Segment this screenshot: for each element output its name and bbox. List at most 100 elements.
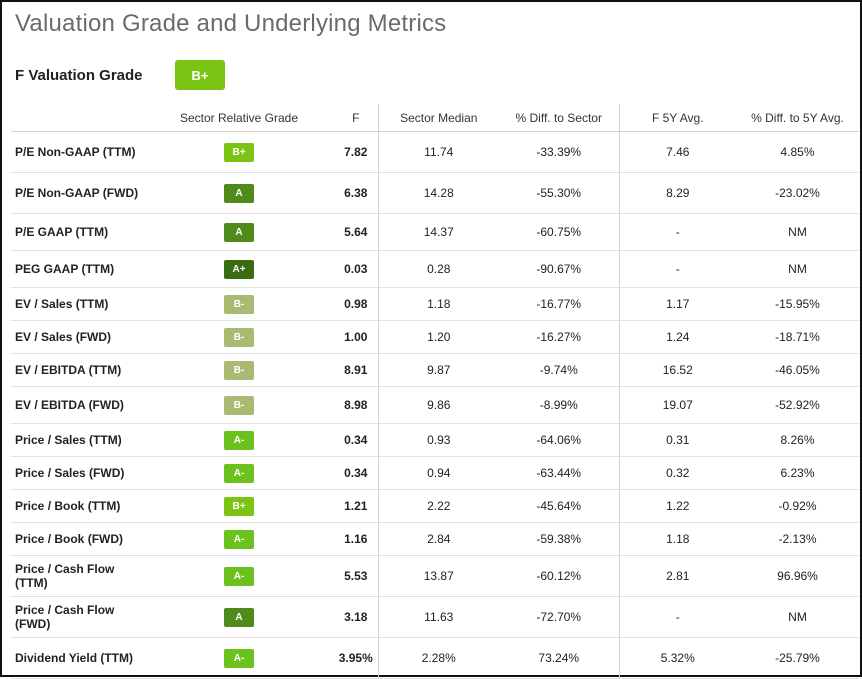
sector-grade-cell: A xyxy=(144,172,334,214)
diff-sector-value: -33.39% xyxy=(499,131,619,173)
f-5y-value: 1.24 xyxy=(618,320,736,354)
sector-median-value: 0.94 xyxy=(377,456,499,490)
metric-name[interactable]: Dividend Yield (TTM) xyxy=(11,637,144,679)
diff-5y-value: -46.05% xyxy=(736,353,859,387)
grade-badge: B- xyxy=(224,360,254,380)
valuation-grade-row: F Valuation Grade B+ xyxy=(15,60,225,90)
grade-badge: A+ xyxy=(224,259,254,279)
sector-grade-cell: B- xyxy=(144,320,334,354)
f-value: 3.18 xyxy=(334,596,378,638)
sector-grade-cell: A xyxy=(144,213,334,251)
diff-sector-value: -8.99% xyxy=(499,386,619,424)
f-5y-value: 1.18 xyxy=(618,522,736,556)
valuation-grade-badge: B+ xyxy=(175,60,225,90)
f-5y-value: - xyxy=(618,213,736,251)
f-value: 5.64 xyxy=(334,213,378,251)
sector-median-value: 0.28 xyxy=(377,250,499,288)
diff-5y-value: -52.92% xyxy=(736,386,859,424)
f-5y-value: 8.29 xyxy=(618,172,736,214)
metric-name[interactable]: PEG GAAP (TTM) xyxy=(11,250,144,288)
f-5y-value: 2.81 xyxy=(618,555,736,597)
sector-median-value: 1.18 xyxy=(377,287,499,321)
diff-sector-value: 73.24% xyxy=(499,637,619,679)
table-row: P/E GAAP (TTM) A 5.64 14.37 -60.75% - NM xyxy=(11,213,859,251)
metric-name[interactable]: Price / Book (FWD) xyxy=(11,522,144,556)
sector-grade-cell: B- xyxy=(144,386,334,424)
f-5y-value: 0.32 xyxy=(618,456,736,490)
f-value: 0.03 xyxy=(334,250,378,288)
sector-grade-cell: A- xyxy=(144,423,334,457)
col-header-f[interactable]: F xyxy=(334,104,378,132)
sector-grade-cell: A xyxy=(144,596,334,638)
grade-badge: A xyxy=(224,607,254,627)
diff-5y-value: 6.23% xyxy=(736,456,859,490)
grade-badge: B- xyxy=(224,395,254,415)
f-5y-value: 0.31 xyxy=(618,423,736,457)
grade-badge: A xyxy=(224,222,254,242)
f-value: 7.82 xyxy=(334,131,378,173)
metric-name[interactable]: EV / EBITDA (TTM) xyxy=(11,353,144,387)
metric-name[interactable]: P/E Non-GAAP (TTM) xyxy=(11,131,144,173)
col-header-sector-median[interactable]: Sector Median xyxy=(377,104,499,132)
col-header-diff-5y[interactable]: % Diff. to 5Y Avg. xyxy=(736,104,859,132)
sector-grade-cell: A- xyxy=(144,637,334,679)
metric-name[interactable]: Price / Cash Flow (TTM) xyxy=(11,555,144,597)
f-value: 1.21 xyxy=(334,489,378,523)
diff-sector-value: -16.27% xyxy=(499,320,619,354)
f-5y-value: 16.52 xyxy=(618,353,736,387)
sector-median-value: 14.37 xyxy=(377,213,499,251)
f-value: 8.91 xyxy=(334,353,378,387)
diff-sector-value: -55.30% xyxy=(499,172,619,214)
sector-median-value: 13.87 xyxy=(377,555,499,597)
metric-name[interactable]: Price / Book (TTM) xyxy=(11,489,144,523)
diff-sector-value: -9.74% xyxy=(499,353,619,387)
metric-name[interactable]: EV / Sales (TTM) xyxy=(11,287,144,321)
metric-name[interactable]: P/E Non-GAAP (FWD) xyxy=(11,172,144,214)
metric-name[interactable]: EV / EBITDA (FWD) xyxy=(11,386,144,424)
diff-5y-value: -18.71% xyxy=(736,320,859,354)
table-row: Price / Book (FWD) A- 1.16 2.84 -59.38% 1.18-… xyxy=(11,522,859,556)
sector-grade-cell: B+ xyxy=(144,131,334,173)
diff-sector-value: -63.44% xyxy=(499,456,619,490)
metric-name[interactable]: Price / Cash Flow (FWD) xyxy=(11,596,144,638)
diff-5y-value: NM xyxy=(736,250,859,288)
f-value: 1.00 xyxy=(334,320,378,354)
sector-grade-cell: A- xyxy=(144,555,334,597)
sector-grade-cell: B- xyxy=(144,287,334,321)
page-title: Valuation Grade and Underlying Metrics xyxy=(15,10,447,37)
sector-grade-cell: A- xyxy=(144,456,334,490)
sector-median-value: 9.87 xyxy=(377,353,499,387)
sector-median-value: 9.86 xyxy=(377,386,499,424)
grade-badge: A- xyxy=(224,430,254,450)
diff-sector-value: -64.06% xyxy=(499,423,619,457)
diff-sector-value: -60.12% xyxy=(499,555,619,597)
table-row: P/E Non-GAAP (FWD) A 6.38 14.28 -55.30% 8.29-… xyxy=(11,172,859,214)
metric-name[interactable]: P/E GAAP (TTM) xyxy=(11,213,144,251)
col-header-sector-grade[interactable]: Sector Relative Grade xyxy=(144,104,334,132)
sector-median-value: 2.84 xyxy=(377,522,499,556)
diff-5y-value: 4.85% xyxy=(736,131,859,173)
metric-name[interactable]: Price / Sales (FWD) xyxy=(11,456,144,490)
metric-name[interactable]: EV / Sales (FWD) xyxy=(11,320,144,354)
sector-grade-cell: A+ xyxy=(144,250,334,288)
diff-sector-value: -72.70% xyxy=(499,596,619,638)
table-row: Price / Book (TTM) B+ 1.21 2.22 -45.64% 1.22-… xyxy=(11,489,859,523)
diff-5y-value: 8.26% xyxy=(736,423,859,457)
sector-grade-cell: B- xyxy=(144,353,334,387)
f-value: 0.34 xyxy=(334,423,378,457)
sector-median-value: 2.22 xyxy=(377,489,499,523)
table-row: Price / Sales (FWD) A- 0.34 0.94 -63.44% 0.32… xyxy=(11,456,859,490)
f-value: 8.98 xyxy=(334,386,378,424)
col-header-f-5y[interactable]: F 5Y Avg. xyxy=(618,104,736,132)
f-value: 1.16 xyxy=(334,522,378,556)
table-row: Price / Cash Flow (FWD) A 3.18 11.63 -72.70%… xyxy=(11,596,859,638)
grade-badge: A- xyxy=(224,566,254,586)
f-5y-value: 1.17 xyxy=(618,287,736,321)
table-row: Price / Sales (TTM) A- 0.34 0.93 -64.06% 0.31… xyxy=(11,423,859,457)
grade-badge: B+ xyxy=(224,496,254,516)
metric-name[interactable]: Price / Sales (TTM) xyxy=(11,423,144,457)
table-row: PEG GAAP (TTM) A+ 0.03 0.28 -90.67% - NM xyxy=(11,250,859,288)
col-header-diff-sector[interactable]: % Diff. to Sector xyxy=(499,104,619,132)
sector-median-value: 11.74 xyxy=(377,131,499,173)
